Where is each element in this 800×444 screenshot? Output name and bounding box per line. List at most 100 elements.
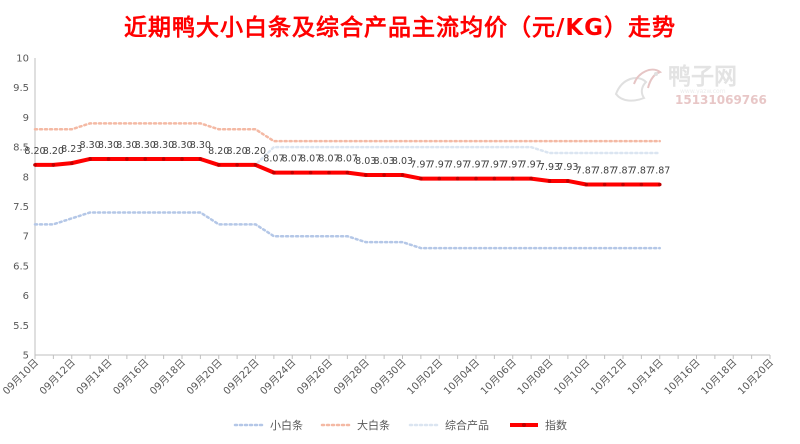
series-point bbox=[253, 163, 258, 167]
data-label: 7.93 bbox=[539, 162, 560, 173]
series-line-1 bbox=[33, 122, 661, 143]
y-tick-label: 7 bbox=[23, 232, 29, 243]
y-tick-label: 6.5 bbox=[13, 261, 29, 272]
watermark-name: 鸭子网 bbox=[668, 64, 737, 90]
data-label: 8.07 bbox=[337, 154, 358, 165]
x-tick-label: 10月10日 bbox=[552, 357, 593, 398]
series-point bbox=[308, 170, 313, 175]
data-label: 8.30 bbox=[171, 140, 192, 151]
series-point bbox=[400, 173, 405, 177]
x-tick-label: 09月10日 bbox=[0, 357, 41, 398]
data-label: 7.87 bbox=[594, 166, 615, 177]
series-point bbox=[125, 157, 129, 161]
series-point bbox=[235, 163, 239, 167]
series-point bbox=[51, 163, 56, 167]
series-point bbox=[547, 179, 552, 183]
data-label: 8.07 bbox=[318, 154, 339, 165]
data-label: 8.20 bbox=[245, 146, 266, 157]
watermark-site: www.yazw.com bbox=[680, 88, 726, 95]
x-tick-label: 10月16日 bbox=[662, 357, 703, 398]
data-label: 7.87 bbox=[649, 166, 670, 177]
x-tick-label: 09月26日 bbox=[294, 357, 335, 398]
series-point bbox=[272, 170, 276, 175]
data-label: 8.30 bbox=[135, 140, 156, 151]
series-point bbox=[33, 163, 37, 167]
y-tick-label: 9 bbox=[23, 113, 29, 124]
data-label: 7.97 bbox=[429, 160, 450, 171]
legend-marker bbox=[522, 423, 526, 427]
series-point bbox=[88, 157, 92, 161]
data-label: 8.07 bbox=[300, 154, 321, 165]
x-tick-label: 09月20日 bbox=[184, 357, 225, 398]
watermark-phone: 15131069766 bbox=[675, 93, 767, 107]
data-label: 8.07 bbox=[263, 154, 284, 165]
data-label: 7.97 bbox=[484, 160, 505, 171]
x-tick-label: 10月04日 bbox=[441, 357, 482, 398]
legend-label: 大白条 bbox=[357, 418, 390, 432]
y-tick-label: 8 bbox=[23, 172, 29, 183]
series-point bbox=[529, 176, 533, 181]
y-tick-label: 8.5 bbox=[13, 143, 29, 154]
x-tick-label: 09月28日 bbox=[331, 357, 372, 398]
data-label: 8.30 bbox=[190, 140, 211, 151]
legend-label: 指数 bbox=[545, 418, 567, 432]
series-point bbox=[492, 176, 497, 181]
data-label: 8.30 bbox=[98, 140, 119, 151]
x-tick-label: 10月12日 bbox=[588, 357, 629, 398]
data-label: 8.30 bbox=[80, 140, 101, 151]
series-point bbox=[180, 157, 184, 161]
data-label: 8.20 bbox=[43, 146, 64, 157]
data-label: 8.30 bbox=[153, 140, 174, 151]
y-tick-label: 7.5 bbox=[13, 202, 29, 213]
series-point bbox=[290, 170, 295, 175]
data-label: 7.97 bbox=[410, 160, 431, 171]
legend-label: 小白条 bbox=[270, 418, 303, 432]
x-tick-label: 09月12日 bbox=[37, 357, 78, 398]
data-label: 7.87 bbox=[576, 166, 597, 177]
data-label: 7.87 bbox=[612, 166, 633, 177]
x-tick-label: 09月18日 bbox=[147, 357, 188, 398]
legend: 小白条 大白条 综合产品 指数 bbox=[233, 418, 567, 432]
x-tick-label: 10月18日 bbox=[699, 357, 740, 398]
data-label: 8.30 bbox=[116, 140, 137, 151]
data-label: 7.97 bbox=[521, 160, 542, 171]
y-tick-label: 9.5 bbox=[13, 83, 29, 94]
series-point bbox=[382, 173, 386, 177]
data-label: 8.07 bbox=[282, 154, 303, 165]
data-label: 7.97 bbox=[447, 160, 468, 171]
series-point bbox=[216, 163, 221, 167]
x-tick-label: 10月20日 bbox=[735, 357, 776, 398]
series-point bbox=[621, 182, 625, 187]
series-line-0 bbox=[33, 211, 661, 250]
x-tick-label: 10月14日 bbox=[625, 357, 666, 398]
data-label: 7.97 bbox=[465, 160, 486, 171]
legend-label: 综合产品 bbox=[445, 418, 489, 432]
data-label: 8.20 bbox=[208, 146, 229, 157]
x-tick-label: 09月30日 bbox=[368, 357, 409, 398]
series-point bbox=[455, 176, 460, 181]
data-label: 8.20 bbox=[227, 146, 248, 157]
chart-title: 近期鸭大小白条及综合产品主流均价（元/KG）走势 bbox=[123, 15, 677, 41]
x-tick-label: 10月08日 bbox=[515, 357, 556, 398]
duck-logo-icon bbox=[614, 68, 663, 102]
x-tick-label: 09月16日 bbox=[111, 357, 152, 398]
series-point bbox=[510, 176, 515, 181]
series-point bbox=[143, 157, 148, 161]
series-point bbox=[602, 182, 607, 187]
watermark: 鸭子网 www.yazw.com 15131069766 bbox=[614, 64, 767, 107]
series-point bbox=[327, 170, 331, 175]
series-point bbox=[345, 170, 350, 175]
y-tick-label: 5 bbox=[23, 351, 29, 362]
series-point bbox=[419, 176, 423, 181]
series-point bbox=[363, 173, 368, 177]
series-point bbox=[437, 176, 442, 181]
series-point bbox=[474, 176, 478, 181]
x-tick-label: 10月06日 bbox=[478, 357, 519, 398]
series-point bbox=[106, 157, 111, 161]
data-label: 8.23 bbox=[61, 144, 82, 155]
x-tick-label: 10月02日 bbox=[405, 357, 446, 398]
data-label: 8.03 bbox=[374, 156, 395, 167]
series-point bbox=[161, 157, 166, 161]
series-point bbox=[566, 179, 570, 183]
